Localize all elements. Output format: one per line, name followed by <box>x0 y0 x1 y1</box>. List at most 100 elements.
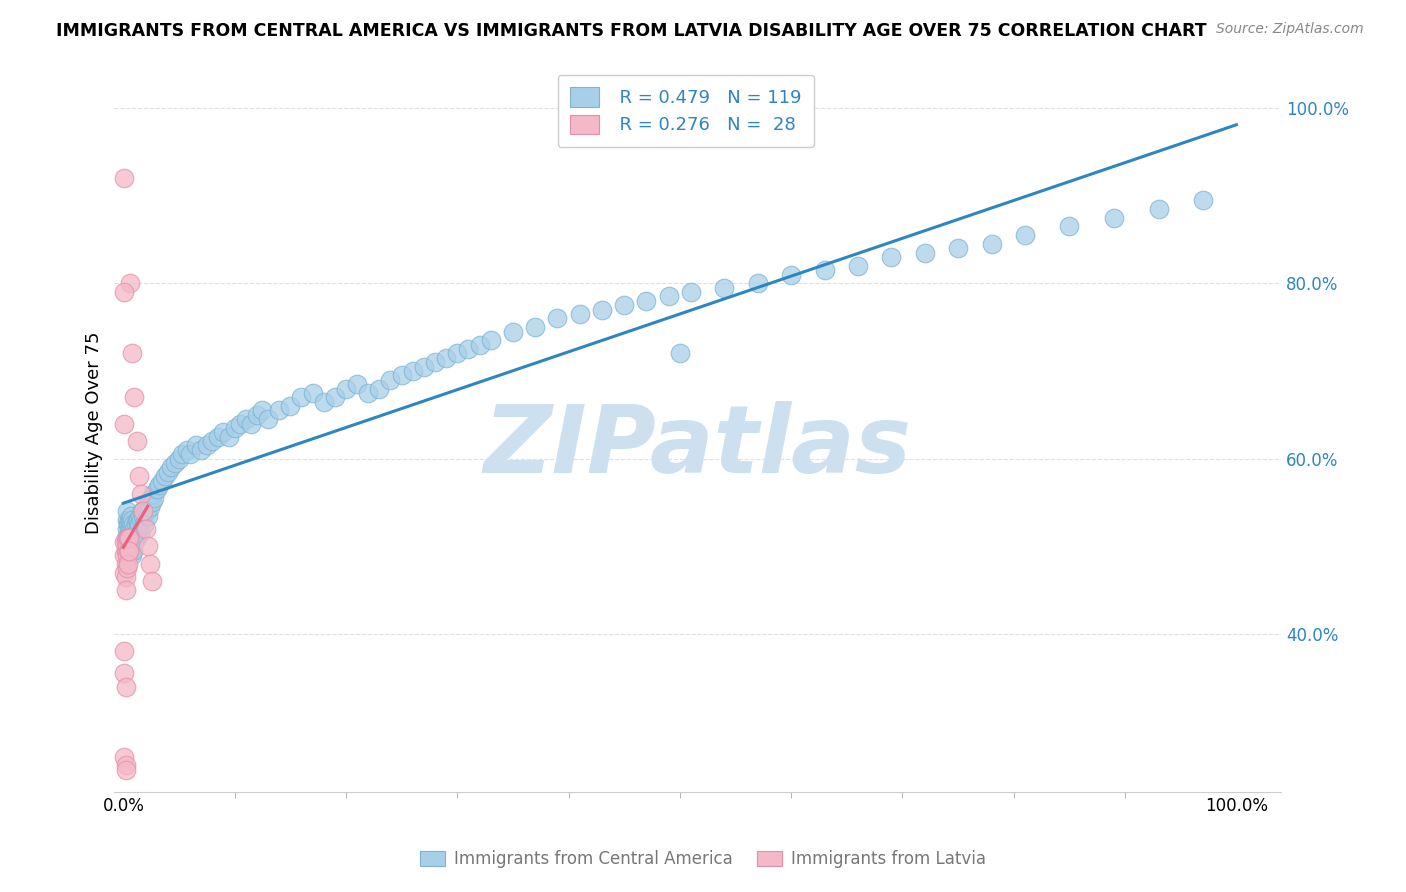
Point <box>246 408 269 422</box>
Point <box>114 758 136 772</box>
Point <box>679 285 702 299</box>
Point <box>114 543 136 558</box>
Point <box>118 539 141 553</box>
Point <box>127 513 149 527</box>
Point <box>229 417 252 431</box>
Point <box>118 513 141 527</box>
Point <box>1147 202 1170 216</box>
Point <box>207 430 229 444</box>
Point <box>212 425 235 440</box>
Point <box>176 442 198 457</box>
Point <box>434 351 457 365</box>
Point <box>122 543 145 558</box>
Point <box>112 548 135 562</box>
Point <box>115 522 138 536</box>
Point <box>252 403 274 417</box>
Text: ZIPatlas: ZIPatlas <box>484 401 911 492</box>
Point <box>312 394 335 409</box>
Point <box>218 430 240 444</box>
Point <box>121 522 143 536</box>
Point <box>117 517 139 532</box>
Point <box>134 517 156 532</box>
Point <box>121 513 143 527</box>
Point <box>1192 193 1215 207</box>
Point <box>138 495 160 509</box>
Point <box>118 526 141 541</box>
Point <box>391 368 413 383</box>
Point <box>118 522 141 536</box>
Point <box>112 644 135 658</box>
Point <box>568 307 591 321</box>
Point <box>290 390 312 404</box>
Point <box>114 531 136 545</box>
Point <box>380 373 402 387</box>
Point <box>669 346 692 360</box>
Point <box>135 500 157 514</box>
Text: Source: ZipAtlas.com: Source: ZipAtlas.com <box>1216 22 1364 37</box>
Point <box>1014 228 1036 243</box>
Point <box>117 535 139 549</box>
Point <box>136 539 159 553</box>
Point <box>131 504 153 518</box>
Point <box>114 535 136 549</box>
Point <box>114 570 136 584</box>
Point <box>423 355 446 369</box>
Point <box>142 486 165 500</box>
Point <box>880 250 903 264</box>
Point <box>121 346 143 360</box>
Point <box>468 337 491 351</box>
Point <box>136 508 159 523</box>
Point <box>240 417 263 431</box>
Legend: Immigrants from Central America, Immigrants from Latvia: Immigrants from Central America, Immigra… <box>413 844 993 875</box>
Text: IMMIGRANTS FROM CENTRAL AMERICA VS IMMIGRANTS FROM LATVIA DISABILITY AGE OVER 75: IMMIGRANTS FROM CENTRAL AMERICA VS IMMIG… <box>56 22 1206 40</box>
Point <box>114 557 136 571</box>
Point <box>846 259 869 273</box>
Point <box>201 434 224 449</box>
Point <box>132 504 155 518</box>
Point <box>402 364 425 378</box>
Point <box>115 531 138 545</box>
Point <box>591 302 613 317</box>
Point <box>120 508 142 523</box>
Point <box>946 241 969 255</box>
Point <box>235 412 257 426</box>
Point <box>124 390 146 404</box>
Point <box>346 377 368 392</box>
Point <box>125 513 148 527</box>
Point <box>163 456 186 470</box>
Legend:   R = 0.479   N = 119,   R = 0.276   N =  28: R = 0.479 N = 119, R = 0.276 N = 28 <box>558 75 814 147</box>
Point <box>114 763 136 777</box>
Point <box>118 513 141 527</box>
Point <box>129 486 152 500</box>
Point <box>368 382 391 396</box>
Point <box>121 531 143 545</box>
Point <box>139 557 162 571</box>
Point <box>117 531 139 545</box>
Point <box>124 522 146 536</box>
Point <box>114 583 136 598</box>
Point <box>124 531 146 545</box>
Point <box>813 263 835 277</box>
Point <box>118 531 141 545</box>
Point <box>135 522 157 536</box>
Point <box>139 500 162 514</box>
Point <box>145 483 167 497</box>
Point <box>127 522 149 536</box>
Point <box>301 385 323 400</box>
Point <box>1102 211 1125 225</box>
Point <box>150 474 173 488</box>
Point <box>167 451 190 466</box>
Point <box>120 526 142 541</box>
Point <box>120 543 142 558</box>
Point <box>112 535 135 549</box>
Point <box>446 346 468 360</box>
Point <box>118 522 141 536</box>
Point <box>914 245 936 260</box>
Point <box>112 566 135 580</box>
Point <box>112 417 135 431</box>
Point <box>257 412 280 426</box>
Point <box>780 268 803 282</box>
Point <box>124 535 146 549</box>
Point <box>153 469 176 483</box>
Point <box>122 517 145 532</box>
